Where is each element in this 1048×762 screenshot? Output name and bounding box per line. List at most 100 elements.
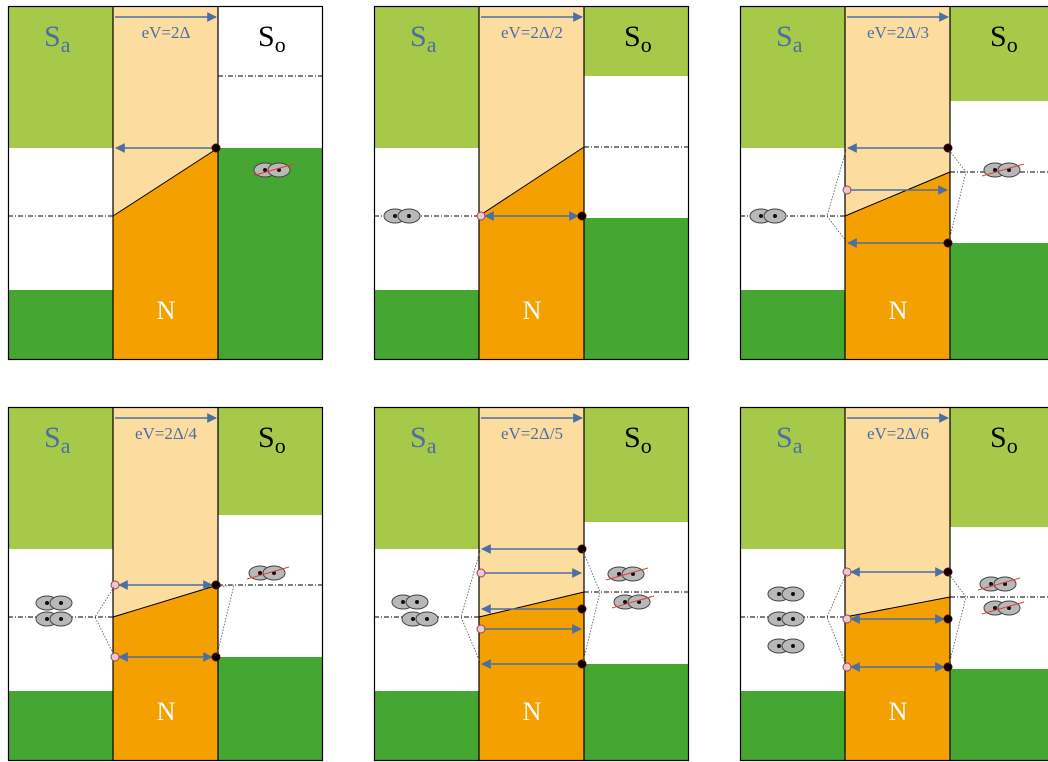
label-voltage: eV=2Δ	[142, 23, 191, 42]
quasiparticle-left-1	[842, 185, 852, 195]
quasiparticle-left-0	[476, 211, 486, 221]
label-n: N	[889, 296, 908, 325]
quasiparticle-left-1	[110, 652, 120, 662]
so-lower-band	[950, 669, 1048, 761]
label-so: So	[624, 421, 652, 458]
label-so: So	[258, 20, 286, 57]
label-n: N	[157, 296, 176, 325]
n-filled-states	[845, 172, 950, 360]
cooper-pair-left-2	[767, 638, 805, 654]
so-upper-band	[950, 6, 1048, 101]
label-n: N	[523, 697, 542, 726]
so-gap	[218, 6, 323, 148]
sa-lower-band	[740, 290, 845, 360]
panel-5: Sa So eV=2Δ/5 N	[373, 406, 690, 762]
quasiparticle-right-2	[577, 604, 587, 614]
n-filled-states	[845, 597, 950, 761]
cooper-pair-right-0	[977, 576, 1021, 592]
so-lower-band	[584, 218, 689, 360]
pair-connector-right	[948, 573, 967, 666]
label-voltage: eV=2Δ/4	[135, 424, 198, 443]
cooper-pair-left-0	[35, 595, 73, 611]
n-distribution-edge	[478, 591, 585, 618]
so-gap	[584, 522, 689, 664]
sa-upper-band	[740, 6, 845, 148]
label-voltage: eV=2Δ/3	[867, 23, 929, 42]
cooper-pair-right-1	[981, 600, 1025, 616]
cooper-pair-right-1	[611, 594, 655, 610]
label-n: N	[523, 296, 542, 325]
cooper-pair-left-0	[749, 208, 787, 224]
pair-connector-left	[826, 573, 847, 666]
sa-upper-band	[8, 6, 113, 148]
panel-frame	[7, 5, 324, 361]
cooper-pair-left-1	[401, 611, 439, 627]
cooper-pair-left-0	[391, 594, 429, 610]
cooper-pair-right-0	[981, 162, 1025, 178]
sa-lower-band	[374, 691, 479, 761]
so-gap	[950, 527, 1048, 669]
panel-frame	[7, 406, 324, 762]
so-lower-band	[218, 657, 323, 761]
n-distribution-edge	[112, 147, 219, 217]
quasiparticle-left-2	[842, 662, 852, 672]
label-sa: Sa	[776, 421, 803, 458]
sa-lower-band	[374, 290, 479, 360]
panel-1: Sa So eV=2Δ N	[7, 5, 324, 361]
panel-frame	[373, 5, 690, 361]
label-so: So	[990, 421, 1018, 458]
sa-lower-band	[740, 691, 845, 761]
sa-upper-band	[8, 407, 113, 549]
label-voltage: eV=2Δ/5	[501, 424, 563, 443]
label-voltage: eV=2Δ/2	[501, 23, 563, 42]
quasiparticle-right-0	[577, 211, 587, 221]
n-distribution-edge	[844, 596, 951, 618]
n-filled-states	[113, 585, 218, 761]
n-distribution-edge	[478, 146, 585, 217]
sa-lower-band	[8, 691, 113, 761]
label-n: N	[157, 697, 176, 726]
cooper-pair-left-1	[35, 611, 73, 627]
sa-lower-band	[8, 290, 113, 360]
n-distribution-edge	[844, 171, 951, 217]
quasiparticle-left-0	[110, 580, 120, 590]
panel-3: Sa So eV=2Δ/3 N	[739, 5, 1048, 361]
so-lower-band	[950, 243, 1048, 360]
n-filled-states	[479, 147, 584, 360]
so-lower-band	[584, 664, 689, 761]
quasiparticle-right-0	[211, 580, 221, 590]
label-voltage: eV=2Δ/6	[867, 424, 929, 443]
label-so: So	[624, 20, 652, 57]
label-sa: Sa	[410, 20, 437, 57]
n-distribution-edge	[112, 584, 219, 618]
cooper-pair-left-0	[767, 586, 805, 602]
quasiparticle-left-3	[476, 624, 486, 634]
sa-upper-band	[740, 407, 845, 549]
pair-connector-left	[94, 586, 115, 656]
panel-4: Sa So eV=2Δ/4 N	[7, 406, 324, 762]
cooper-pair-right-0	[246, 565, 290, 581]
label-so: So	[258, 421, 286, 458]
quasiparticle-left-0	[842, 567, 852, 577]
cooper-pair-left-0	[383, 208, 421, 224]
quasiparticle-right-2	[943, 238, 953, 248]
quasiparticle-right-0	[211, 143, 221, 153]
quasiparticle-right-4	[577, 659, 587, 669]
panel-frame	[739, 406, 1048, 762]
quasiparticle-right-0	[943, 143, 953, 153]
quasiparticle-right-0	[577, 544, 587, 554]
so-upper-band	[584, 6, 689, 76]
so-upper-band	[218, 407, 323, 515]
quasiparticle-left-1	[476, 568, 486, 578]
label-n: N	[889, 697, 908, 726]
so-gap	[218, 515, 323, 657]
sa-upper-band	[374, 407, 479, 549]
sa-upper-band	[374, 6, 479, 148]
quasiparticle-right-1	[211, 652, 221, 662]
label-sa: Sa	[410, 421, 437, 458]
label-sa: Sa	[776, 20, 803, 57]
panel-frame	[739, 5, 1048, 361]
quasiparticle-right-2	[943, 662, 953, 672]
sa-gap	[8, 148, 113, 290]
